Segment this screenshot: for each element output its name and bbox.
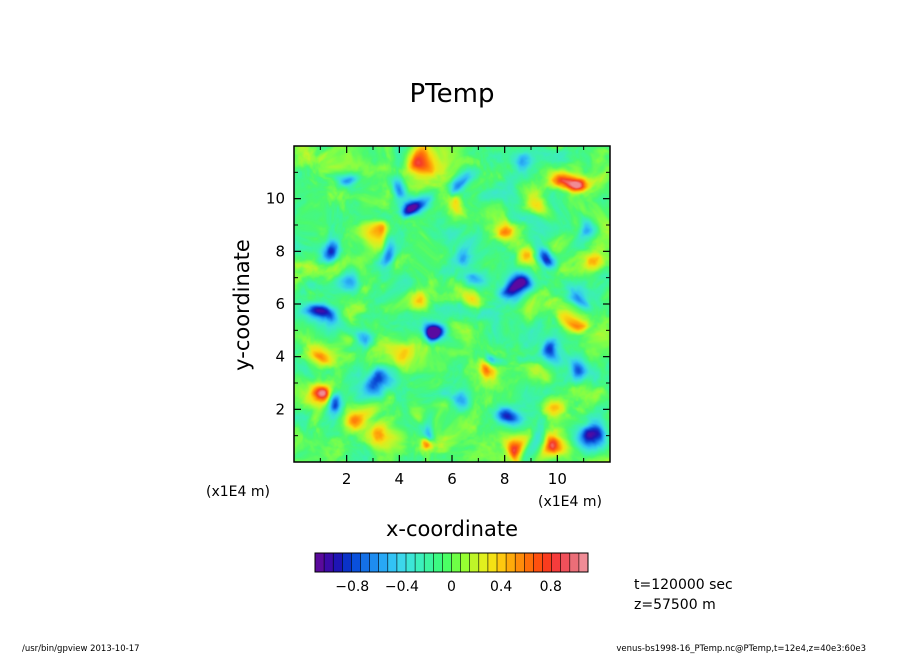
y-tick-label: 4 xyxy=(275,348,285,366)
colorbar-swatch xyxy=(360,553,370,572)
colorbar-swatch xyxy=(569,553,580,572)
colorbar-swatch xyxy=(442,553,452,572)
time-info: t=120000 sec xyxy=(634,577,733,593)
heatmap-field xyxy=(294,146,610,462)
colorbar-tick-label: 0.8 xyxy=(540,579,562,595)
y-tick-label: 8 xyxy=(275,242,285,260)
chart-title: PTemp xyxy=(410,79,495,109)
y-tick-label: 10 xyxy=(266,190,285,208)
x-tick-label: 2 xyxy=(342,470,352,488)
colorbar-swatch xyxy=(578,553,589,572)
y-axis-label: y-coordinate xyxy=(230,239,254,371)
colorbar-tick-label: −0.8 xyxy=(335,579,369,595)
colorbar-swatch xyxy=(396,553,407,572)
colorbar-swatch xyxy=(487,553,498,572)
heatmap-plot: 2 4 6 8 10 2 4 6 8 10 xyxy=(266,145,611,488)
colorbar-swatch xyxy=(542,553,552,572)
x-tick-label: 6 xyxy=(447,470,457,488)
colorbar-swatch xyxy=(315,553,325,572)
colorbar-swatch xyxy=(515,553,525,572)
colorbar-swatch xyxy=(406,553,416,572)
colorbar-swatch xyxy=(351,553,361,572)
axis-ticks: 2 4 6 8 10 2 4 6 8 10 xyxy=(266,145,611,488)
colorbar-swatch xyxy=(451,553,461,572)
x-tick-label: 8 xyxy=(500,470,510,488)
colorbar-swatch xyxy=(415,553,425,572)
colorbar-swatch xyxy=(433,553,443,572)
colorbar-swatch xyxy=(387,553,398,572)
x-tick-label: 4 xyxy=(395,470,405,488)
colorbar-swatch xyxy=(560,553,571,572)
x-axis-label: x-coordinate xyxy=(386,517,518,541)
colorbar-tick-label: 0.4 xyxy=(490,579,512,595)
colorbar-swatch xyxy=(506,553,516,572)
z-info: z=57500 m xyxy=(634,597,716,613)
colorbar-swatch xyxy=(524,553,534,572)
colorbar-swatch xyxy=(333,553,343,572)
colorbar-swatch xyxy=(551,553,562,572)
footer-source: venus-bs1998-16_PTemp.nc@PTemp,t=12e4,z=… xyxy=(616,644,866,654)
y-unit-label: (x1E4 m) xyxy=(206,484,270,500)
colorbar-swatch xyxy=(478,553,489,572)
colorbar-swatch xyxy=(378,553,389,572)
colorbar-swatch xyxy=(369,553,380,572)
colorbar-tick-label: 0 xyxy=(447,579,456,595)
colorbar-tick-label: −0.4 xyxy=(385,579,419,595)
x-tick-label: 10 xyxy=(548,470,567,488)
x-unit-label: (x1E4 m) xyxy=(538,494,602,510)
colorbar-swatch xyxy=(533,553,543,572)
footer-program: /usr/bin/gpview 2013-10-17 xyxy=(22,644,140,654)
colorbar: −0.8 −0.4 0 0.4 0.8 xyxy=(314,552,589,595)
y-tick-label: 6 xyxy=(275,295,285,313)
colorbar-swatch xyxy=(342,553,352,572)
colorbar-frame xyxy=(314,552,589,573)
y-tick-label: 2 xyxy=(275,400,285,418)
colorbar-swatch xyxy=(497,553,507,572)
colorbar-swatch xyxy=(324,553,334,572)
colorbar-swatch xyxy=(460,553,471,572)
colorbar-swatch xyxy=(469,553,480,572)
colorbar-swatch xyxy=(424,553,434,572)
